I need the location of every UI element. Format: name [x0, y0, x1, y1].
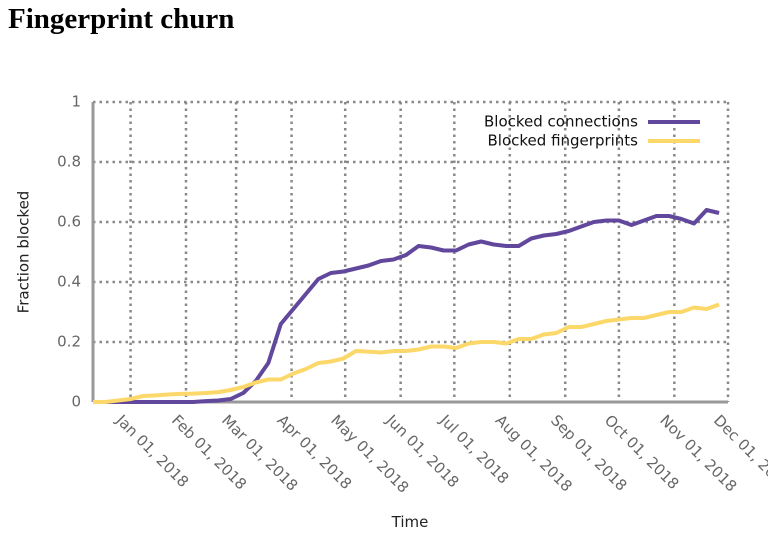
y-tick-label: 0.6 [57, 213, 81, 231]
x-axis-label: Time [391, 513, 429, 531]
y-tick-label: 0.2 [57, 333, 81, 351]
chart-title: Fingerprint churn [8, 3, 234, 35]
y-tick-label: 0.8 [57, 153, 81, 171]
legend-label: Blocked fingerprints [488, 132, 639, 150]
legend-label: Blocked connections [484, 113, 638, 131]
data-line [93, 208, 720, 404]
y-tick-label: 0 [71, 393, 81, 411]
y-tick-label: 1 [71, 93, 81, 111]
y-axis-label: Fraction blocked [15, 191, 33, 314]
data-line [93, 302, 720, 404]
y-tick-label: 0.4 [57, 273, 81, 291]
